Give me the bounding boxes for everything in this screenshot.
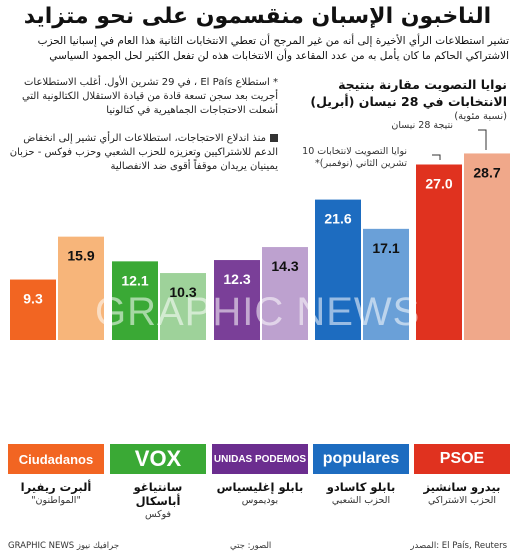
candidate-name: سانتياغو أباسكال bbox=[133, 480, 183, 508]
bar-value-label: 28.7 bbox=[473, 164, 500, 180]
candidate-party: الحزب الاشتراكي bbox=[427, 495, 497, 506]
callout-leader-line bbox=[478, 129, 487, 150]
graphic-news-credit: GRAPHIC NEWS جرافيك نيوز bbox=[8, 541, 120, 551]
bar-populares-intention bbox=[315, 199, 361, 340]
candidate-name: بيدرو سانشيز bbox=[423, 480, 501, 494]
candidate-party: فوكس bbox=[144, 509, 172, 520]
candidate-vox: سانتياغو أباسكال فوكس bbox=[110, 480, 206, 521]
psoe-logo: PSOE bbox=[414, 444, 510, 474]
bar-value-label: 21.6 bbox=[324, 211, 351, 227]
bar-value-label: 10.3 bbox=[169, 284, 196, 300]
candidate-name: ألبرت ريفيرا bbox=[20, 480, 92, 494]
square-bullet-icon bbox=[270, 134, 278, 142]
callout-result: نتيجة 28 نيسان bbox=[391, 120, 453, 131]
photo-credit: الصور: جتي bbox=[230, 541, 272, 551]
subtitle: تشير استطلاعات الرأي الأخيرة إلى أنه من … bbox=[37, 35, 509, 62]
bar-unidas-podemos-result bbox=[262, 247, 308, 340]
chart-unit: (نسبة مئوية) bbox=[454, 111, 507, 122]
candidate-party: "المواطنون" bbox=[31, 495, 81, 506]
bar-value-label: 15.9 bbox=[67, 248, 94, 264]
bar-value-label: 27.0 bbox=[425, 176, 452, 192]
bar-value-label: 9.3 bbox=[23, 291, 43, 307]
bar-psoe-intention bbox=[416, 164, 462, 340]
candidate-name: بابلو كاسادو bbox=[326, 480, 396, 494]
candidate-populares: بابلو كاسادو الحزب الشعبي bbox=[313, 480, 409, 507]
bar-ciudadanos-intention bbox=[10, 279, 56, 340]
populares-logo: populares bbox=[313, 444, 409, 474]
ciudadanos-logo: Ciudadanos bbox=[8, 444, 104, 474]
bar-ciudadanos-result bbox=[58, 236, 104, 340]
chart-title: نوايا التصويت مقارنة بنتيجة الانتخابات ف… bbox=[310, 77, 507, 109]
source: المصدر: El País, Reuters bbox=[410, 541, 507, 551]
bar-vox-intention bbox=[112, 261, 158, 340]
bar-unidas-podemos-intention bbox=[214, 260, 260, 340]
callout-leader-line bbox=[432, 154, 441, 160]
footnote-el-pais: * استطلاع El País ، في 29 تشرين الأول. أ… bbox=[21, 77, 278, 116]
candidate-name: بابلو إغليسياس bbox=[216, 480, 304, 494]
bar-psoe-result bbox=[464, 153, 510, 340]
candidate-podemos: بابلو إغليسياس بوديموس bbox=[212, 480, 308, 507]
bar-value-label: 12.1 bbox=[121, 272, 148, 288]
unidas-podemos-logo: UNIDAS PODEMOS bbox=[212, 444, 308, 474]
candidate-ciudadanos: ألبرت ريفيرا "المواطنون" bbox=[8, 480, 104, 507]
chart-legend-box: نوايا التصويت مقارنة بنتيجة الانتخابات ف… bbox=[287, 76, 507, 124]
candidate-psoe: بيدرو سانشيز الحزب الاشتراكي bbox=[414, 480, 510, 507]
candidate-party: الحزب الشعبي bbox=[331, 495, 391, 506]
note-protests: منذ اندلاع الاحتجاجات، استطلاعات الرأي ت… bbox=[8, 132, 278, 174]
party-logos: PSOE populares UNIDAS PODEMOS VOX Ciudad… bbox=[0, 444, 515, 474]
bar-vox-result bbox=[160, 273, 206, 340]
bar-value-label: 17.1 bbox=[372, 240, 399, 256]
vox-logo: VOX bbox=[110, 444, 206, 474]
bar-chart: 27.0 28.7 21.6 17.1 12.3 14.3 12.1 10.3 9.3 15.9 bbox=[10, 129, 510, 340]
note-protests-text: منذ اندلاع الاحتجاجات، استطلاعات الرأي ت… bbox=[9, 133, 278, 172]
candidate-party: بوديموس bbox=[241, 495, 279, 506]
footer: المصدر: El País, Reuters الصور: جتي GRAP… bbox=[0, 537, 515, 555]
bar-value-label: 12.3 bbox=[223, 271, 250, 287]
bar-value-label: 14.3 bbox=[271, 258, 298, 274]
page-title: الناخبون الإسبان منقسمون على نحو متزايد bbox=[23, 4, 492, 29]
bar-populares-result bbox=[363, 228, 409, 340]
callout-intention: نوايا التصويت لانتخابات 10 تشرين الثاني … bbox=[302, 146, 407, 169]
